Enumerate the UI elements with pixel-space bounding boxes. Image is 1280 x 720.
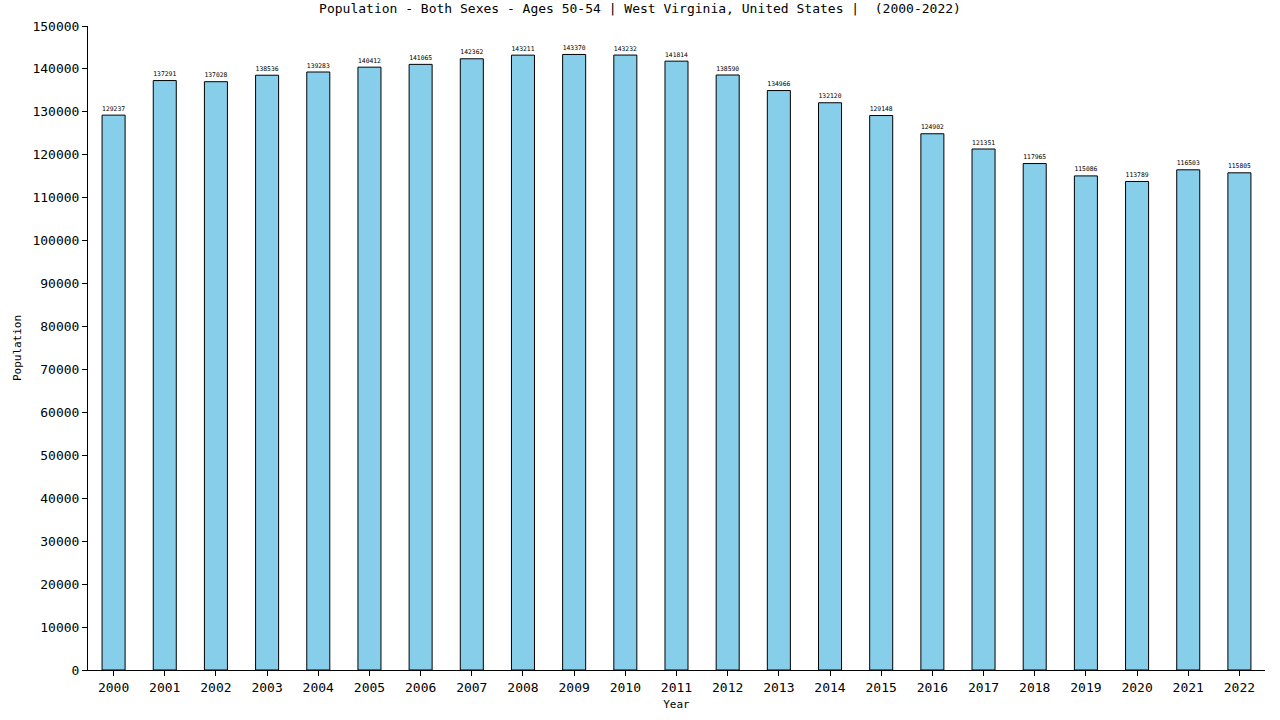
svg-text:130000: 130000: [32, 104, 79, 119]
svg-text:40000: 40000: [40, 491, 79, 506]
svg-text:138590: 138590: [716, 65, 739, 73]
svg-text:2001: 2001: [149, 680, 180, 695]
svg-text:132120: 132120: [819, 92, 842, 100]
svg-text:120000: 120000: [32, 147, 79, 162]
svg-text:2015: 2015: [866, 680, 897, 695]
svg-text:143211: 143211: [511, 45, 534, 53]
svg-text:10000: 10000: [40, 620, 79, 635]
svg-text:0: 0: [72, 663, 80, 678]
svg-text:Population: Population: [11, 315, 24, 381]
svg-text:2006: 2006: [405, 680, 436, 695]
svg-text:129237: 129237: [102, 105, 125, 113]
svg-text:Population - Both Sexes - Ages: Population - Both Sexes - Ages 50-54 | W…: [319, 1, 961, 16]
svg-text:141065: 141065: [409, 54, 432, 62]
svg-text:137291: 137291: [153, 70, 176, 78]
svg-text:115086: 115086: [1074, 165, 1097, 173]
svg-text:2004: 2004: [303, 680, 334, 695]
svg-text:30000: 30000: [40, 534, 79, 549]
svg-text:80000: 80000: [40, 319, 79, 334]
svg-text:20000: 20000: [40, 577, 79, 592]
svg-text:142362: 142362: [460, 48, 483, 56]
svg-text:2020: 2020: [1121, 680, 1152, 695]
svg-text:2008: 2008: [507, 680, 538, 695]
svg-text:2012: 2012: [712, 680, 743, 695]
svg-text:139283: 139283: [307, 62, 330, 70]
svg-text:2021: 2021: [1173, 680, 1204, 695]
svg-text:2005: 2005: [354, 680, 385, 695]
svg-text:2017: 2017: [968, 680, 999, 695]
svg-text:Year: Year: [663, 698, 690, 711]
svg-text:2000: 2000: [98, 680, 129, 695]
svg-text:2003: 2003: [251, 680, 282, 695]
svg-text:138536: 138536: [256, 65, 279, 73]
svg-text:2022: 2022: [1224, 680, 1255, 695]
svg-text:2009: 2009: [558, 680, 589, 695]
svg-text:140412: 140412: [358, 57, 381, 65]
svg-text:100000: 100000: [32, 233, 79, 248]
svg-text:70000: 70000: [40, 362, 79, 377]
svg-text:90000: 90000: [40, 276, 79, 291]
svg-text:2011: 2011: [661, 680, 692, 695]
svg-text:143232: 143232: [614, 45, 637, 53]
svg-text:115805: 115805: [1228, 162, 1251, 170]
svg-text:2007: 2007: [456, 680, 487, 695]
svg-text:150000: 150000: [32, 19, 79, 34]
svg-text:2014: 2014: [814, 680, 845, 695]
svg-text:110000: 110000: [32, 190, 79, 205]
svg-text:143370: 143370: [563, 44, 586, 52]
svg-text:2018: 2018: [1019, 680, 1050, 695]
svg-text:2002: 2002: [200, 680, 231, 695]
svg-text:140000: 140000: [32, 61, 79, 76]
svg-text:116503: 116503: [1177, 159, 1200, 167]
svg-text:124902: 124902: [921, 123, 944, 131]
svg-text:117965: 117965: [1023, 153, 1046, 161]
svg-text:113789: 113789: [1126, 171, 1149, 179]
svg-text:2016: 2016: [917, 680, 948, 695]
svg-text:2019: 2019: [1070, 680, 1101, 695]
svg-text:129148: 129148: [870, 105, 893, 113]
svg-text:2010: 2010: [610, 680, 641, 695]
svg-text:121351: 121351: [972, 139, 995, 147]
svg-text:50000: 50000: [40, 448, 79, 463]
svg-text:2013: 2013: [763, 680, 794, 695]
svg-text:141814: 141814: [665, 51, 688, 58]
svg-text:134966: 134966: [767, 80, 790, 88]
svg-text:60000: 60000: [40, 405, 79, 420]
svg-text:137028: 137028: [204, 71, 227, 79]
